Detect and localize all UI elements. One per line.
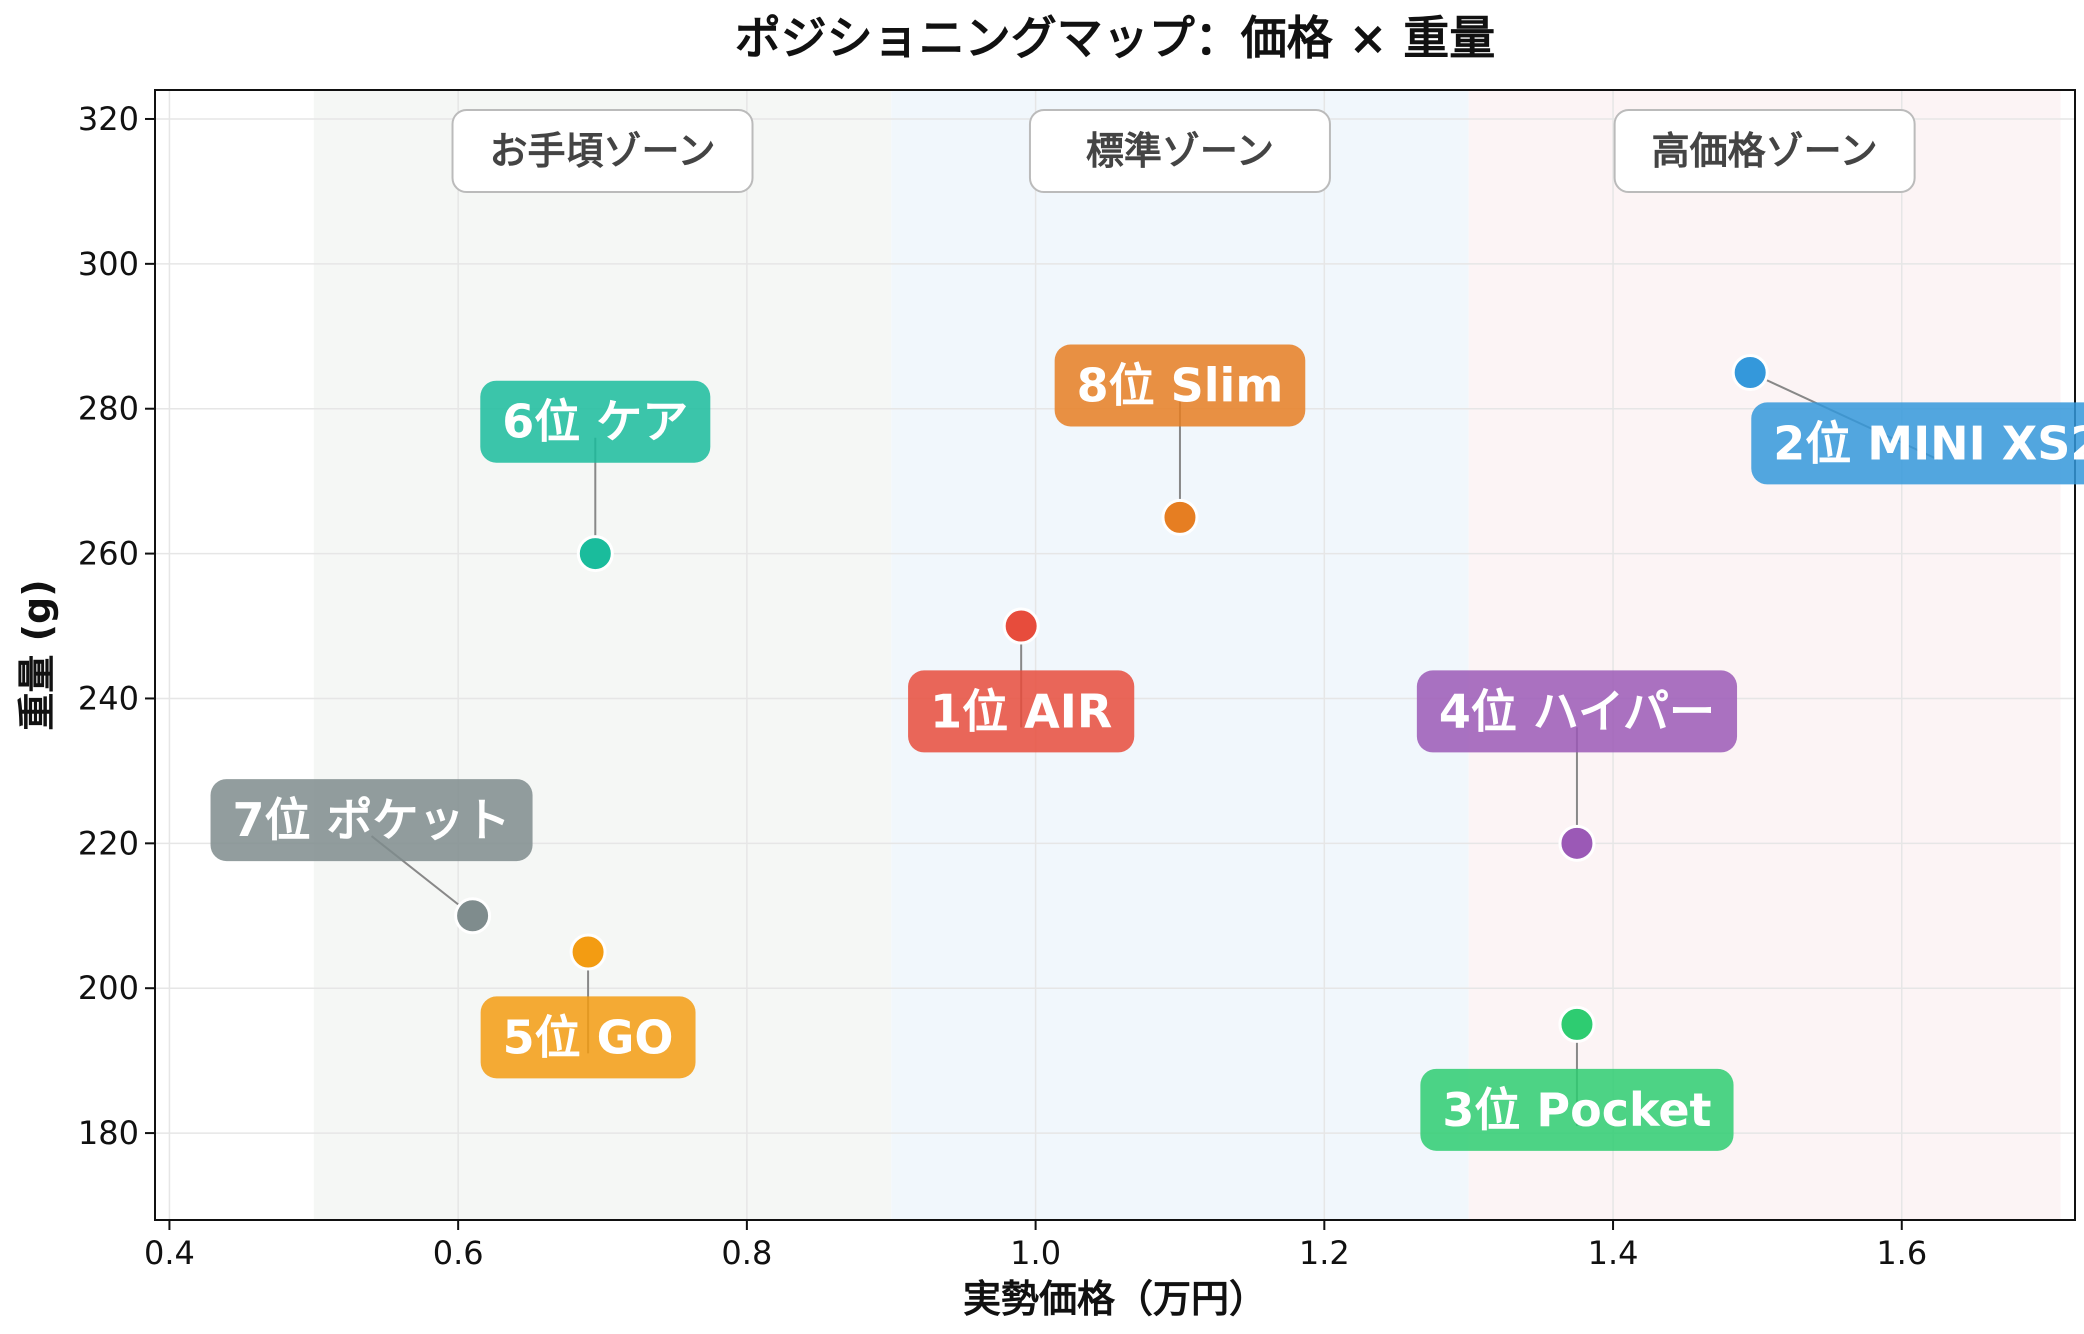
point-label-box-5: [480, 380, 711, 463]
y-tick-label-3: 240: [78, 679, 139, 717]
point-label-text-2: 3位 Pocket: [1442, 1083, 1711, 1137]
data-point-7: [1161, 498, 1199, 536]
data-point-2: [1558, 1005, 1596, 1043]
zone-label-0: お手頃ゾーン: [489, 129, 715, 173]
zone-labels: お手頃ゾーン 標準ゾーン 高価格ゾーン: [451, 109, 1916, 193]
point-labels: 1位 AIR 2位 MINI XS2 3位 Pocket 4位 ハイパー 5位 GO 6位…: [210, 344, 2084, 1151]
axis-ticks: 0.4 0.6 0.8 1.0 1.2 1.4 1.6 180 200 220 240 260 280 3…: [78, 100, 1927, 1272]
x-tick-label-1: 0.6: [433, 1234, 484, 1272]
point-label-text-6: 7位 ポケット: [233, 793, 511, 847]
data-points: [454, 354, 1769, 1043]
x-tick-label-3: 1.0: [1010, 1234, 1061, 1272]
data-point-6: [454, 897, 492, 935]
zone-label-box-1: [1028, 109, 1331, 193]
y-tick-label-2: 220: [78, 824, 139, 862]
y-tick-label-0: 180: [78, 1114, 139, 1152]
point-label-text-3: 4位 ハイパー: [1439, 684, 1715, 738]
point-label-text-1: 2位 MINI XS2: [1773, 416, 2084, 470]
point-label-box-7: [1054, 344, 1306, 427]
zone-label-box-0: [451, 109, 754, 193]
zone-bands: [313, 90, 2061, 1220]
x-tick-label-0: 0.4: [144, 1234, 195, 1272]
x-tick-label-4: 1.2: [1299, 1234, 1350, 1272]
x-tick-label-6: 1.6: [1876, 1234, 1927, 1272]
zone-label-2: 高価格ゾーン: [1652, 129, 1878, 173]
point-label-box-2: [1420, 1068, 1734, 1151]
zone-band-1: [891, 90, 1469, 1220]
point-label-text-0: 1位 AIR: [930, 684, 1112, 738]
data-point-4: [569, 933, 607, 971]
data-point-0: [1002, 607, 1040, 645]
x-axis-label: 実勢価格（万円）: [963, 1277, 1267, 1321]
data-point-1: [1731, 354, 1769, 391]
point-label-text-7: 8位 Slim: [1077, 358, 1284, 412]
data-point-3: [1558, 824, 1596, 862]
y-axis-label: 重量 (g): [15, 579, 59, 730]
point-label-text-5: 6位 ケア: [502, 395, 688, 449]
y-tick-label-5: 280: [78, 390, 139, 428]
point-label-box-6: [210, 779, 533, 862]
data-point-5: [576, 535, 614, 573]
point-label-box-0: [908, 670, 1135, 753]
x-tick-label-2: 0.8: [721, 1234, 772, 1272]
chart-title: ポジショニングマップ：価格 × 重量: [735, 11, 1496, 65]
y-tick-label-1: 200: [78, 969, 139, 1007]
plot-frame: [154, 89, 2076, 1221]
y-tick-label-7: 320: [78, 100, 139, 138]
point-label-text-4: 5位 GO: [503, 1010, 674, 1064]
x-tick-label-5: 1.4: [1588, 1234, 1639, 1272]
point-label-box-3: [1416, 670, 1738, 753]
point-label-box-4: [480, 996, 696, 1079]
zone-label-1: 標準ゾーン: [1086, 129, 1274, 173]
y-tick-label-4: 260: [78, 535, 139, 573]
point-label-box-1: [1751, 402, 2084, 485]
y-tick-label-6: 300: [78, 245, 139, 283]
zone-band-2: [1468, 90, 2061, 1220]
zone-label-box-2: [1613, 109, 1916, 193]
